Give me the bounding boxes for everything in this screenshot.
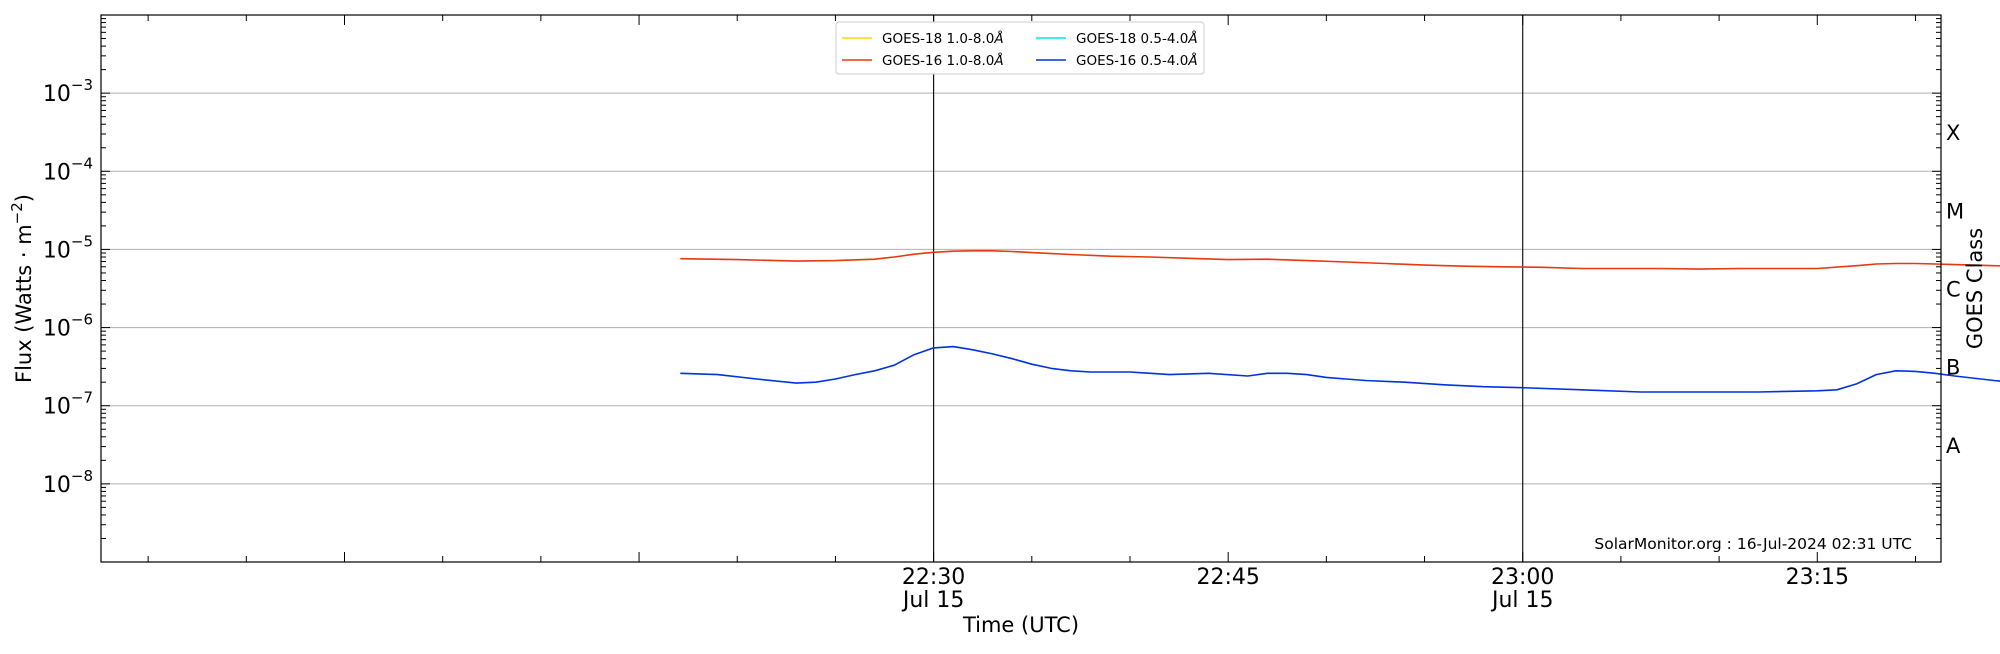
goes-class-m: M (1946, 199, 1964, 223)
y-tick-exponent: −7 (71, 389, 93, 407)
y-tick-base: 10 (43, 473, 71, 498)
goes-class-label: GOES Class (1963, 228, 1987, 349)
y-tick-base: 10 (43, 82, 71, 107)
legend-label-name: GOES-16 1.0-8.0 (882, 53, 994, 69)
plot-frame (100, 14, 1942, 563)
legend-label: GOES-16 1.0-8.0Å (882, 52, 1004, 69)
x-tick-date-label: Jul 15 (901, 588, 965, 613)
legend-entry: GOES-16 1.0-8.0Å (842, 52, 1004, 69)
y-tick-label: 10−8 (43, 467, 93, 498)
y-tick-label: 10−3 (43, 76, 93, 107)
y-tick-base: 10 (43, 317, 71, 342)
x-tick-label: 23:15 (1786, 565, 1849, 590)
y-axis-label-superscript: −2 (8, 202, 26, 224)
y-axis-label: Flux (Watts · m−2) (8, 194, 36, 383)
goes-class-a: A (1946, 434, 1961, 458)
legend-label-unit: Å (1187, 52, 1197, 69)
legend-entry: GOES-18 0.5-4.0Å (1036, 30, 1198, 47)
y-tick-exponent: −5 (71, 232, 93, 250)
y-tick-base: 10 (43, 238, 71, 263)
legend-box (835, 21, 1205, 75)
x-axis-label: Time (UTC) (962, 613, 1079, 637)
y-tick-exponent: −3 (71, 76, 93, 94)
y-axis-label-close: ) (12, 194, 36, 202)
goes-class-axis: A B C M X (1946, 121, 1964, 458)
legend-label: GOES-16 0.5-4.0Å (1076, 52, 1198, 69)
x-tick-date-label: Jul 15 (1490, 588, 1554, 613)
goes-class-b: B (1946, 356, 1960, 380)
major-time-lines (933, 15, 1524, 562)
goes-class-c: C (1946, 278, 1961, 302)
legend-entry: GOES-18 1.0-8.0Å (842, 30, 1004, 47)
x-tick-label: 22:30 (902, 565, 965, 590)
grid-layer (101, 92, 1941, 485)
series-line-goes-16-1-0-8-0 (680, 250, 2000, 270)
legend-label-unit: Å (993, 30, 1003, 47)
legend-label-name: GOES-18 0.5-4.0 (1076, 31, 1188, 47)
legend-label-unit: Å (993, 52, 1003, 69)
x-tick-label: 22:45 (1196, 565, 1259, 590)
x-tick-label: 23:00 (1491, 565, 1554, 590)
y-tick-exponent: −6 (71, 311, 93, 329)
y-tick-base: 10 (43, 160, 71, 185)
y-axis-label-main: Flux (Watts · m (12, 224, 36, 383)
series-line-goes-16-0-5-4-0 (680, 345, 2000, 393)
legend-label-name: GOES-18 1.0-8.0 (882, 31, 994, 47)
legend-label: GOES-18 1.0-8.0Å (882, 30, 1004, 47)
y-tick-base: 10 (43, 395, 71, 420)
legend-label-unit: Å (1187, 30, 1197, 47)
legend-entries: GOES-18 1.0-8.0Å GOES-18 0.5-4.0ÅGOES-16 … (842, 30, 1198, 69)
y-tick-label: 10−6 (43, 311, 93, 342)
legend: GOES-18 1.0-8.0Å GOES-18 0.5-4.0ÅGOES-16 … (835, 21, 1205, 75)
legend-entry: GOES-16 0.5-4.0Å (1036, 52, 1198, 69)
y-axis: 10−810−710−610−510−410−3 (43, 18, 1941, 563)
series-layer (680, 250, 2000, 393)
legend-label-name: GOES-16 0.5-4.0 (1076, 53, 1188, 69)
y-tick-label: 10−7 (43, 389, 93, 420)
y-tick-exponent: −4 (71, 154, 93, 172)
y-tick-label: 10−5 (43, 232, 93, 263)
credit-annotation: SolarMonitor.org : 16-Jul-2024 02:31 UTC (1594, 535, 1912, 553)
goes-class-x: X (1946, 121, 1960, 145)
y-tick-label: 10−4 (43, 154, 93, 185)
y-tick-exponent: −8 (71, 467, 93, 485)
legend-label: GOES-18 0.5-4.0Å (1076, 30, 1198, 47)
